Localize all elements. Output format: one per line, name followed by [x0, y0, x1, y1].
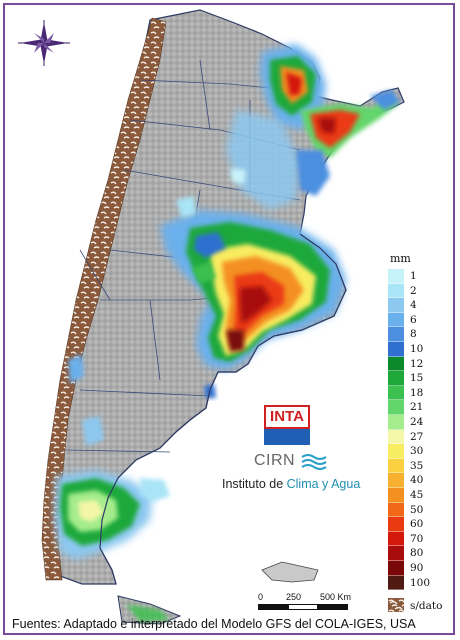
legend-label: 15: [410, 372, 424, 385]
legend-row: 45: [388, 488, 456, 503]
legend-row: 80: [388, 546, 456, 561]
legend-swatch: [388, 415, 404, 430]
legend-swatch: [388, 575, 404, 591]
legend-label: 50: [410, 503, 424, 516]
legend-swatch: [388, 429, 404, 445]
institute-prefix: Instituto de: [222, 477, 287, 491]
legend-row: 1: [388, 269, 456, 284]
legend-label: 70: [410, 532, 424, 545]
scale-tick-0: 0: [258, 592, 264, 602]
legend-row: 40: [388, 473, 456, 488]
legend-label: 100: [410, 576, 431, 589]
legend-row: 8: [388, 327, 456, 342]
scale-tick-250: 250: [286, 592, 302, 602]
legend-swatch: [388, 312, 404, 328]
legend-row: 90: [388, 561, 456, 576]
legend-row: 2: [388, 283, 456, 299]
institute-name: Instituto de Clima y Agua: [222, 477, 360, 491]
legend-label: 1: [410, 270, 417, 282]
legend-swatch: [388, 444, 404, 459]
tierra-del-fuego-precip: [126, 604, 170, 622]
legend-label: 40: [410, 474, 424, 487]
legend-swatch: [388, 488, 404, 503]
legend-row: 30: [388, 444, 456, 459]
legend-label: 60: [410, 518, 424, 531]
water-waves-icon: [301, 454, 327, 470]
legend-swatch: [388, 531, 404, 547]
inta-logo-text: INTA: [264, 405, 310, 429]
legend-swatch: [388, 561, 404, 576]
legend-swatch: [388, 385, 404, 401]
legend-swatch: [388, 400, 404, 415]
no-data-label: s/dato: [410, 600, 443, 612]
legend-swatch: [388, 371, 404, 386]
inta-logo: INTA: [264, 405, 310, 445]
legend-swatch: [388, 356, 404, 372]
legend-swatch: [388, 473, 404, 488]
legend-unit: mm: [390, 252, 411, 265]
legend-row: 24: [388, 415, 456, 430]
cirn-label: CIRN: [254, 452, 296, 469]
andes-no-data-strip: [41, 17, 167, 581]
source-footer: Fuentes: Adaptado e interpretado del Mod…: [12, 617, 416, 631]
no-data-swatch: [388, 598, 404, 612]
legend-swatch: [388, 327, 404, 342]
scale-bar: 0 250 500 Km: [258, 592, 378, 614]
legend-swatch: [388, 546, 404, 561]
legend-swatch: [388, 342, 404, 357]
legend-row: 15: [388, 371, 456, 386]
scale-segment-dark-2: [318, 604, 348, 610]
legend-label: 8: [410, 328, 417, 341]
legend-label: 90: [410, 562, 424, 574]
legend-label: 18: [410, 386, 424, 399]
legend-label: 6: [410, 313, 417, 326]
legend-swatch: [388, 269, 404, 284]
legend-label: 21: [410, 401, 424, 414]
compass-rose-icon: [18, 20, 70, 66]
malvinas-islands: [261, 561, 319, 583]
legend-label: 35: [410, 459, 424, 472]
scale-segment-dark: [258, 604, 288, 610]
legend-row: 70: [388, 531, 456, 547]
legend-row: 4: [388, 298, 456, 313]
legend-row: 21: [388, 400, 456, 415]
legend-swatch: [388, 458, 404, 474]
legend-row: 35: [388, 458, 456, 474]
legend-row: 60: [388, 517, 456, 532]
legend-row: 6: [388, 312, 456, 328]
scale-segment-light: [288, 604, 318, 610]
legend-label: 12: [410, 357, 424, 370]
coastline: [99, 233, 347, 585]
legend-no-data: s/dato: [388, 598, 456, 614]
legend-label: 27: [410, 430, 424, 443]
legend-label: 45: [410, 489, 424, 501]
legend-label: 2: [410, 284, 417, 297]
legend-swatch: [388, 298, 404, 313]
scale-tick-500: 500 Km: [320, 592, 352, 602]
legend-label: 4: [410, 299, 417, 312]
legend-label: 80: [410, 547, 424, 560]
legend-row: 18: [388, 385, 456, 401]
legend-row: 100: [388, 575, 456, 591]
legend-row: 12: [388, 356, 456, 372]
legend-label: 30: [410, 445, 424, 458]
legend-row: 10: [388, 342, 456, 357]
institute-accent: Clima y Agua: [286, 477, 361, 491]
legend-swatch: [388, 283, 404, 299]
legend-swatch: [388, 517, 404, 532]
legend-label: 10: [410, 343, 424, 355]
inta-logo-base: [264, 429, 310, 445]
legend-label: 24: [410, 416, 424, 428]
legend-swatch: [388, 502, 404, 518]
legend-row: 27: [388, 429, 456, 445]
legend-row: 50: [388, 502, 456, 518]
